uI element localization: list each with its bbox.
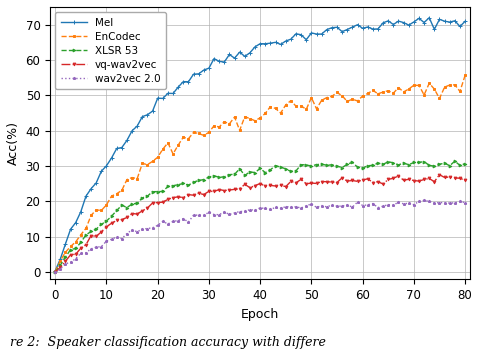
X-axis label: Epoch: Epoch — [241, 308, 279, 320]
wav2vec 2.0 — [278, 206, 284, 210]
vq-wav2vec — [278, 183, 284, 187]
EnCodec — [406, 87, 412, 91]
EnCodec — [421, 93, 427, 97]
wav2vec 2.0 — [406, 201, 412, 205]
vq-wav2vec — [309, 181, 314, 185]
EnCodec — [309, 95, 314, 100]
Mel — [52, 269, 58, 273]
XLSR 53 — [309, 164, 314, 168]
Line: Mel: Mel — [53, 16, 467, 273]
Mel — [309, 31, 314, 35]
wav2vec 2.0 — [309, 201, 314, 206]
Y-axis label: Acc(%): Acc(%) — [7, 121, 20, 165]
vq-wav2vec — [462, 178, 468, 182]
Mel — [385, 19, 391, 23]
Mel — [462, 19, 468, 23]
vq-wav2vec — [355, 179, 360, 183]
Line: XLSR 53: XLSR 53 — [54, 160, 467, 274]
XLSR 53 — [421, 159, 427, 164]
wav2vec 2.0 — [421, 198, 427, 203]
EnCodec — [462, 73, 468, 78]
EnCodec — [278, 111, 284, 115]
wav2vec 2.0 — [426, 199, 432, 204]
vq-wav2vec — [437, 173, 443, 177]
XLSR 53 — [406, 163, 412, 167]
Text: re 2:  Speaker classification accuracy with differe: re 2: Speaker classification accuracy wi… — [10, 336, 325, 349]
Line: EnCodec: EnCodec — [54, 74, 467, 273]
Line: vq-wav2vec: vq-wav2vec — [54, 173, 467, 273]
EnCodec — [385, 89, 391, 93]
Legend: Mel, EnCodec, XLSR 53, vq-wav2vec, wav2vec 2.0: Mel, EnCodec, XLSR 53, vq-wav2vec, wav2v… — [55, 12, 166, 89]
Mel — [426, 16, 432, 20]
Mel — [421, 20, 427, 25]
XLSR 53 — [278, 165, 284, 169]
EnCodec — [52, 269, 58, 274]
vq-wav2vec — [421, 177, 427, 182]
Mel — [278, 42, 284, 47]
wav2vec 2.0 — [355, 200, 360, 204]
XLSR 53 — [452, 159, 458, 163]
Mel — [355, 22, 360, 27]
vq-wav2vec — [385, 177, 391, 182]
XLSR 53 — [462, 162, 468, 166]
Line: wav2vec 2.0: wav2vec 2.0 — [54, 199, 467, 274]
wav2vec 2.0 — [462, 200, 468, 205]
vq-wav2vec — [406, 177, 412, 182]
wav2vec 2.0 — [52, 270, 58, 274]
vq-wav2vec — [52, 270, 58, 274]
XLSR 53 — [385, 159, 391, 164]
EnCodec — [355, 99, 360, 103]
XLSR 53 — [52, 270, 58, 274]
wav2vec 2.0 — [385, 203, 391, 207]
Mel — [406, 23, 412, 27]
XLSR 53 — [355, 165, 360, 169]
